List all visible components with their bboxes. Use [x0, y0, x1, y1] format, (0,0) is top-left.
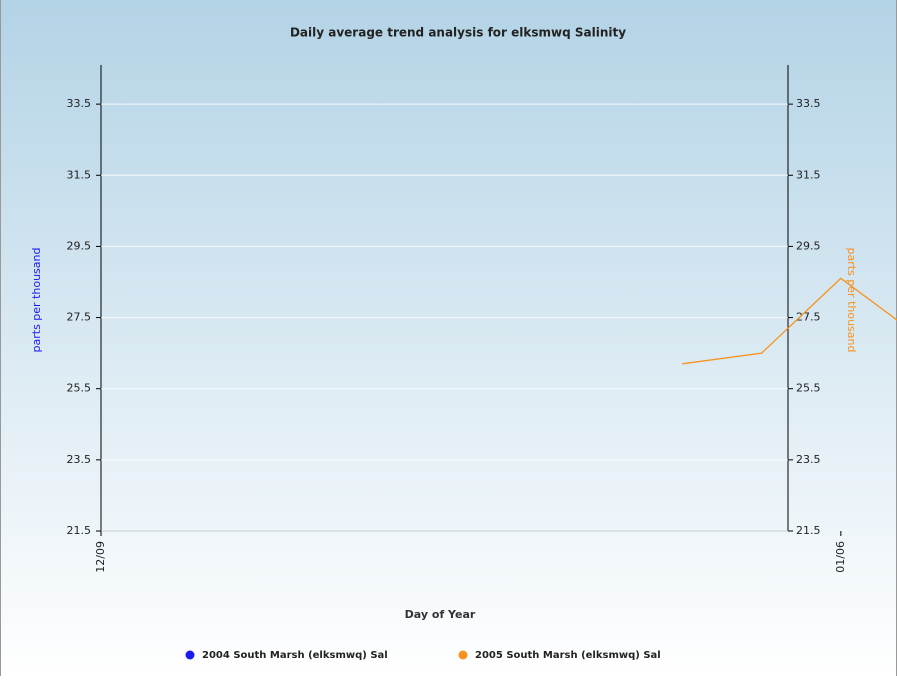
legend-label: 2004 South Marsh (elksmwq) Sal — [202, 650, 388, 661]
legend-marker — [185, 650, 195, 660]
y2-tick-label: 21.5 — [796, 524, 821, 537]
y2-axis-title: parts per thousand — [845, 248, 858, 353]
chart-title: Daily average trend analysis for elksmwq… — [290, 26, 626, 40]
y-tick-label: 31.5 — [67, 168, 92, 181]
y2-tick-label: 33.5 — [796, 97, 821, 110]
legend-marker — [458, 650, 468, 660]
y-tick-label: 21.5 — [67, 524, 92, 537]
x-tick-label: 12/09 — [94, 541, 107, 573]
y2-tick-label: 23.5 — [796, 453, 821, 466]
x-tick-label: 01/06 — [834, 541, 847, 573]
y2-tick-label: 25.5 — [796, 382, 821, 395]
y-tick-label: 25.5 — [67, 382, 92, 395]
y-tick-label: 27.5 — [67, 311, 92, 324]
y2-tick-label: 31.5 — [796, 168, 821, 181]
y2-tick-label: 29.5 — [796, 239, 821, 252]
x-axis-title: Day of Year — [405, 608, 476, 621]
y2-tick-label: 27.5 — [796, 311, 821, 324]
legend-label: 2005 South Marsh (elksmwq) Sal — [475, 650, 661, 661]
y-tick-label: 23.5 — [67, 453, 92, 466]
y-tick-label: 33.5 — [67, 97, 92, 110]
y-tick-label: 29.5 — [67, 239, 92, 252]
y-axis-title: parts per thousand — [30, 248, 43, 353]
